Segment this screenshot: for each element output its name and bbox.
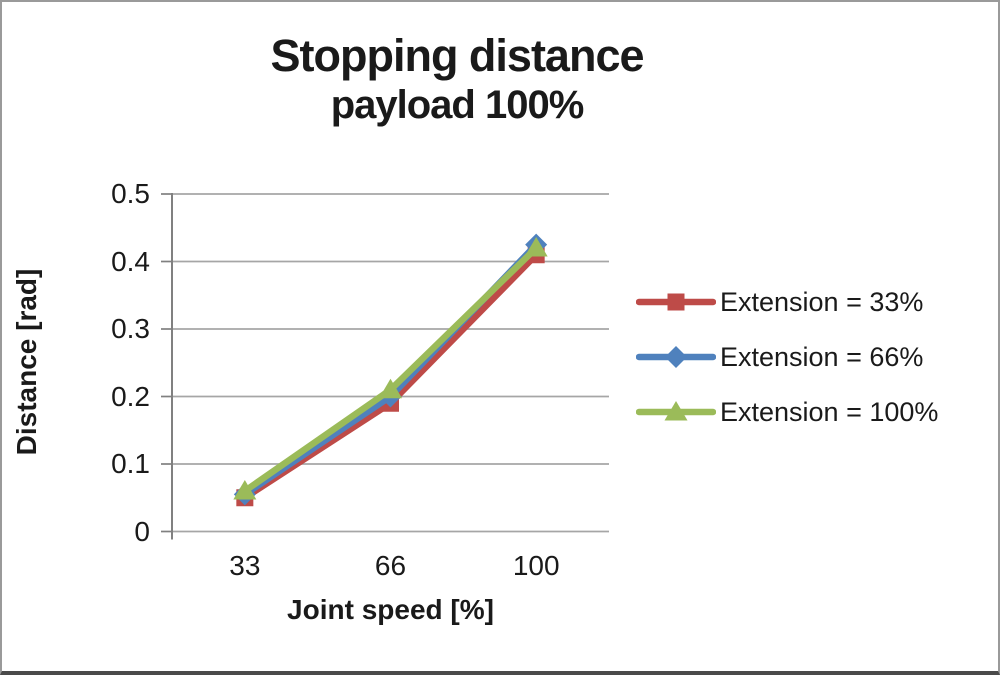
legend-item-extension-33: Extension = 33% [636, 285, 938, 319]
y-axis-title: Distance [rad] [11, 268, 42, 456]
chart-title: Stopping distance [270, 30, 644, 81]
legend-marker-diamond-icon [636, 346, 716, 368]
y-tick-label: 0.4 [111, 245, 150, 277]
y-tick-label: 0.2 [111, 380, 150, 412]
x-tick-label: 33 [229, 550, 261, 581]
y-tick-label: 0 [134, 515, 150, 547]
y-tick-label: 0.1 [111, 448, 150, 479]
x-tick-label: 100 [512, 550, 560, 581]
legend-marker-square-icon [636, 293, 716, 311]
legend-label: Extension = 33% [720, 286, 924, 317]
y-tick-label: 0.5 [111, 178, 150, 209]
chart-title-block: Stopping distance payload 100% [2, 30, 912, 128]
legend-item-extension-100: Extension = 100% [636, 395, 938, 429]
legend-marker-triangle-icon [636, 401, 716, 421]
x-axis-title: Joint speed [%] [287, 594, 494, 625]
chart-subtitle: payload 100% [330, 82, 585, 127]
legend-item-extension-66: Extension = 66% [636, 340, 938, 374]
legend: Extension = 33% Extension = 66% Extensio… [636, 285, 938, 429]
y-tick-label: 0.3 [111, 313, 150, 344]
legend-label: Extension = 66% [720, 341, 924, 372]
x-tick-label: 66 [374, 550, 407, 581]
x-axis-tick-labels: 33 66 100 [172, 550, 609, 582]
legend-label: Extension = 100% [720, 396, 939, 427]
